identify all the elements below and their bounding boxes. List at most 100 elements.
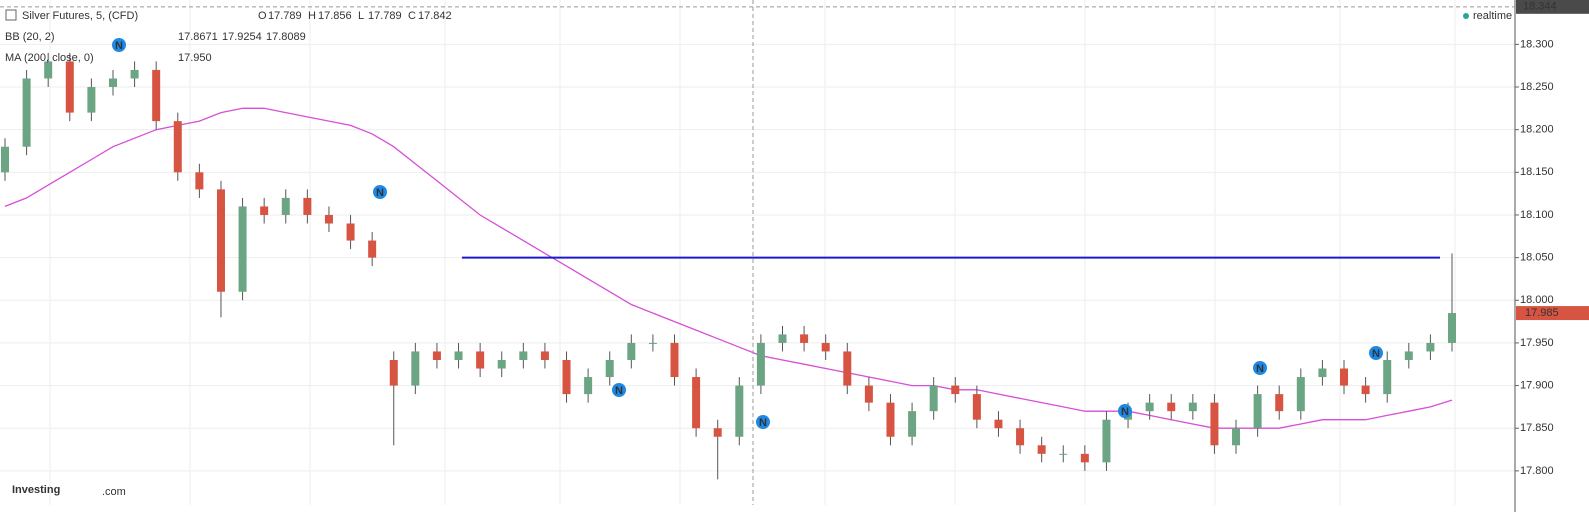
candle-body (1232, 428, 1241, 446)
y-tick-label: 18.300 (1520, 38, 1554, 50)
candle-body (432, 351, 441, 360)
news-marker: N (1253, 361, 1267, 375)
candle-body (1016, 428, 1025, 446)
indicator-name: BB (20, 2) (5, 31, 55, 43)
news-marker-label: N (115, 40, 123, 52)
candle-body (540, 351, 549, 360)
ohlc-value: 17.789 (368, 10, 402, 22)
candle-body (994, 419, 1003, 429)
realtime-dot (1463, 13, 1469, 19)
candle-body (843, 351, 852, 386)
ohlc-value: 17.789 (268, 10, 302, 22)
news-marker-label: N (376, 187, 384, 199)
candle-body (908, 411, 917, 437)
candle-body (346, 223, 355, 241)
news-marker-circle (612, 383, 626, 397)
news-marker-circle (373, 185, 387, 199)
ohlc-label: H (308, 10, 316, 22)
candle-body (1037, 445, 1046, 454)
candle-body (519, 351, 528, 360)
candle-body (1145, 402, 1154, 412)
candle-body (303, 197, 312, 215)
last-price-box (1516, 306, 1589, 321)
candle-body (1296, 377, 1305, 412)
candle-body (1340, 368, 1349, 386)
candle-body (152, 69, 161, 122)
news-marker-label: N (1372, 348, 1380, 360)
news-marker-label: N (759, 417, 767, 429)
candle-body (1253, 394, 1262, 429)
candle-body (389, 359, 398, 386)
brand-suffix: .com (102, 486, 126, 498)
candle-body (238, 206, 247, 292)
candle-body (44, 61, 53, 79)
candle-body (1426, 342, 1435, 352)
candle-body (173, 121, 182, 173)
news-marker: N (112, 38, 126, 52)
news-marker-circle (1253, 361, 1267, 375)
ohlc-label: O (258, 10, 267, 22)
news-marker-circle (756, 415, 770, 429)
candle-body (1275, 394, 1284, 412)
candle-body (1210, 402, 1219, 446)
candle-body (1167, 402, 1176, 412)
candle-body (260, 206, 269, 215)
ohlc-value: 17.842 (418, 10, 452, 22)
candle-body (195, 172, 204, 190)
news-marker-label: N (1121, 406, 1129, 418)
ohlc-value: 17.856 (318, 10, 352, 22)
realtime-label: realtime (1473, 10, 1512, 22)
candle-body (324, 214, 333, 224)
candle-body (1, 146, 9, 173)
indicator-value: 17.9254 (222, 31, 262, 43)
collapse-icon (5, 9, 17, 21)
candle-body (972, 394, 981, 420)
indicator-value: 17.8671 (178, 31, 218, 43)
y-tick-label: 17.900 (1520, 379, 1554, 391)
candle-body (778, 334, 787, 343)
candle-body (584, 377, 593, 395)
candle-body (1448, 313, 1456, 343)
candle-body (713, 428, 722, 437)
last-price-label: 17.985 (1525, 307, 1559, 319)
news-marker-circle (1369, 346, 1383, 360)
candle-body (65, 61, 74, 113)
candle-body (476, 351, 485, 369)
news-marker-label: N (615, 385, 623, 397)
candle-body (108, 78, 117, 88)
news-marker: N (1369, 346, 1383, 360)
candle-body (864, 385, 873, 403)
brand: Investing (12, 484, 60, 496)
candle-body (1188, 402, 1197, 412)
candle-body (951, 385, 960, 395)
candle-body (627, 342, 636, 360)
y-tick-label: 17.850 (1520, 422, 1554, 434)
indicator-value: 17.950 (178, 52, 212, 64)
candle-body (1102, 419, 1111, 463)
candle-body (1080, 453, 1089, 463)
candle-body (411, 351, 420, 386)
news-marker: N (612, 383, 626, 397)
candle-body (454, 351, 463, 360)
indicator-value: 17.8089 (266, 31, 306, 43)
news-marker: N (1118, 404, 1132, 418)
candle-body (735, 385, 744, 437)
candle-body (670, 342, 679, 378)
candle-body (648, 342, 657, 344)
candle-body (562, 359, 571, 395)
candle-body (800, 334, 809, 343)
y-tick-label: 18.050 (1520, 252, 1554, 264)
news-marker: N (373, 185, 387, 199)
candle-body (1318, 368, 1327, 378)
candle-body (756, 342, 765, 386)
candle-body (1059, 453, 1068, 455)
news-marker-label: N (1256, 363, 1264, 375)
indicator-name: MA (200, close, 0) (5, 52, 94, 64)
candle-body (281, 197, 290, 215)
candle-body (368, 240, 377, 258)
y-tick-label: 18.150 (1520, 166, 1554, 178)
news-marker-circle (112, 38, 126, 52)
candle-body (929, 385, 938, 412)
ohlc-label: C (408, 10, 416, 22)
